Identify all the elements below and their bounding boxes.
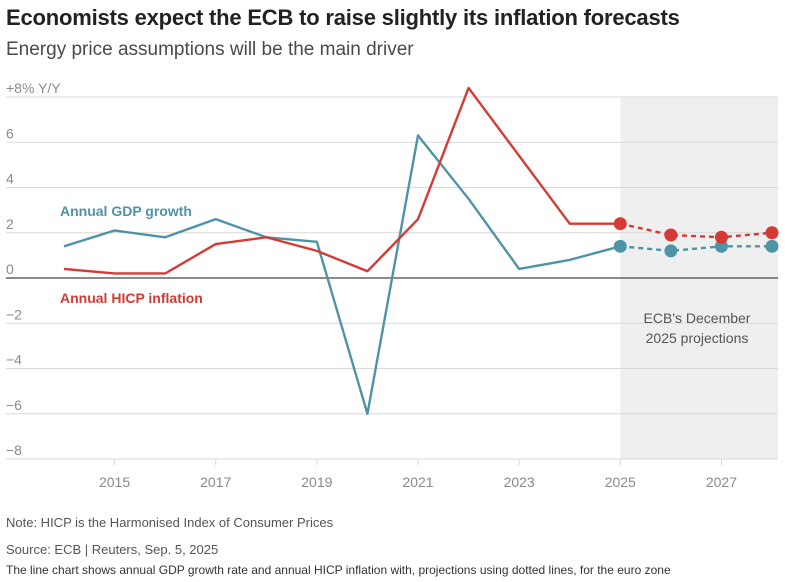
hicp-projection-point (664, 228, 678, 242)
y-tick-label: +8% Y/Y (6, 80, 61, 96)
x-tick-label: 2019 (301, 474, 332, 490)
gdp-projection-point (714, 239, 728, 253)
x-tick-label: 2017 (200, 474, 231, 490)
gdp-projection-point (664, 244, 678, 258)
projection-label: ECB's December (644, 310, 751, 326)
line-chart: +8% Y/Y 6 4 2 0 −2 −4 −6 −8 2015 2017 2019 2021 2023 2… (6, 80, 779, 490)
hicp-series-label: Annual HICP inflation (60, 290, 203, 306)
footer-source: Source: ECB | Reuters, Sep. 5, 2025 (6, 542, 219, 557)
chart-subtitle: Energy price assumptions will be the mai… (6, 39, 414, 60)
hicp-line (63, 86, 621, 275)
x-tick-label: 2023 (504, 474, 535, 490)
y-tick-label: 4 (6, 171, 14, 187)
x-tick-label: 2021 (402, 474, 433, 490)
y-tick-label: −8 (6, 442, 22, 458)
gdp-line (63, 134, 621, 415)
y-tick-label: 2 (6, 216, 14, 232)
footer-note: Note: HICP is the Harmonised Index of Co… (6, 515, 334, 530)
footer-description: The line chart shows annual GDP growth r… (6, 563, 671, 577)
hicp-projection-point (714, 230, 728, 244)
y-tick-label: −2 (6, 306, 22, 322)
hicp-projection-point (765, 226, 779, 240)
y-tick-label: 0 (6, 261, 14, 277)
gdp-series-label: Annual GDP growth (60, 203, 192, 219)
hicp-projection-line (620, 222, 773, 239)
chart-title: Economists expect the ECB to raise sligh… (6, 5, 680, 30)
x-tick-label: 2027 (706, 474, 737, 490)
projection-label: 2025 projections (646, 330, 749, 346)
gdp-projection-line (620, 245, 772, 253)
gdp-projection-point (765, 239, 779, 253)
y-tick-label: 6 (6, 125, 14, 141)
hicp-projection-point (613, 217, 627, 231)
gdp-projection-point (613, 239, 627, 253)
y-tick-label: −6 (6, 397, 22, 413)
x-tick-label: 2015 (99, 474, 130, 490)
x-tick-label: 2025 (605, 474, 636, 490)
y-tick-label: −4 (6, 352, 22, 368)
